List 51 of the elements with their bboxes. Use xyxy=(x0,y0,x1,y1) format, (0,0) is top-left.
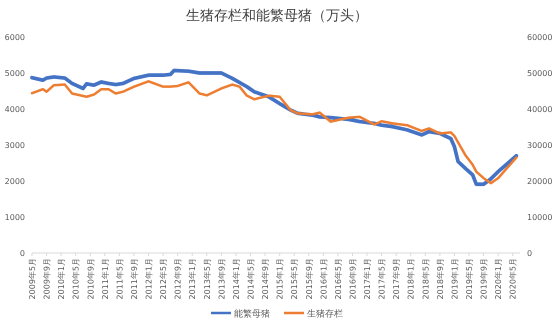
x-tick-label: 2012年9月 xyxy=(174,258,183,300)
y2-tick-label: 20000 xyxy=(527,177,552,186)
x-tick-label: 2013年9月 xyxy=(217,258,226,300)
x-tick-label: 2010年1月 xyxy=(57,258,66,300)
y2-tick-label: 60000 xyxy=(527,33,552,42)
x-tick-label: 2016年1月 xyxy=(319,258,328,300)
y-tick-label: 2000 xyxy=(4,177,25,186)
x-tick-label: 2015年9月 xyxy=(304,258,314,300)
y2-tick-label: 40000 xyxy=(527,105,552,114)
x-tick-label: 2014年5月 xyxy=(246,258,256,300)
y-tick-label: 1000 xyxy=(4,213,25,222)
legend-label: 生猪存栏 xyxy=(307,308,343,320)
x-tick-label: 2013年1月 xyxy=(188,258,198,300)
x-tick-label: 2014年1月 xyxy=(232,258,241,300)
y-tick-label: 5000 xyxy=(4,69,25,78)
x-tick-label: 2009年9月 xyxy=(42,258,52,300)
x-tick-label: 2019年5月 xyxy=(465,258,474,300)
y2-tick-label: 0 xyxy=(527,249,532,258)
legend-label: 能繁母猪 xyxy=(234,308,270,320)
x-tick-label: 2016年5月 xyxy=(334,258,343,300)
x-tick-label: 2011年1月 xyxy=(100,258,110,300)
x-tick-label: 2010年5月 xyxy=(72,258,81,300)
x-tick-label: 2018年9月 xyxy=(436,258,445,300)
x-tick-label: 2014年9月 xyxy=(261,258,270,300)
x-tick-label: 2020年1月 xyxy=(494,258,504,300)
x-tick-label: 2017年5月 xyxy=(378,258,387,300)
y-tick-label: 3000 xyxy=(4,141,25,150)
x-tick-label: 2020年5月 xyxy=(508,258,518,300)
y2-tick-label: 50000 xyxy=(527,69,552,78)
x-tick-label: 2012年5月 xyxy=(159,258,168,300)
x-tick-label: 2018年5月 xyxy=(421,258,430,300)
x-tick-label: 2011年5月 xyxy=(115,258,124,300)
y-tick-label: 6000 xyxy=(4,33,25,42)
x-tick-label: 2010年9月 xyxy=(86,258,96,300)
x-tick-label: 2012年1月 xyxy=(144,258,154,300)
y-tick-label: 4000 xyxy=(4,105,25,114)
title: 生猪存栏和能繁母猪（万头） xyxy=(186,8,368,24)
x-tick-label: 2009年5月 xyxy=(28,258,37,300)
x-tick-label: 2015年5月 xyxy=(290,258,300,300)
y2-tick-label: 30000 xyxy=(527,141,552,150)
x-tick-label: 2019年1月 xyxy=(450,258,460,300)
y2-tick-label: 10000 xyxy=(527,213,552,222)
x-tick-label: 2017年1月 xyxy=(363,258,372,300)
y-tick-label: 0 xyxy=(20,249,25,258)
x-tick-label: 2017年9月 xyxy=(392,258,402,300)
x-tick-label: 2013年5月 xyxy=(202,258,212,300)
x-tick-label: 2015年1月 xyxy=(276,258,285,300)
x-tick-label: 2011年9月 xyxy=(130,258,139,300)
x-tick-label: 2016年9月 xyxy=(348,258,358,300)
x-tick-label: 2019年9月 xyxy=(480,258,489,300)
x-tick-label: 2018年1月 xyxy=(406,258,416,300)
